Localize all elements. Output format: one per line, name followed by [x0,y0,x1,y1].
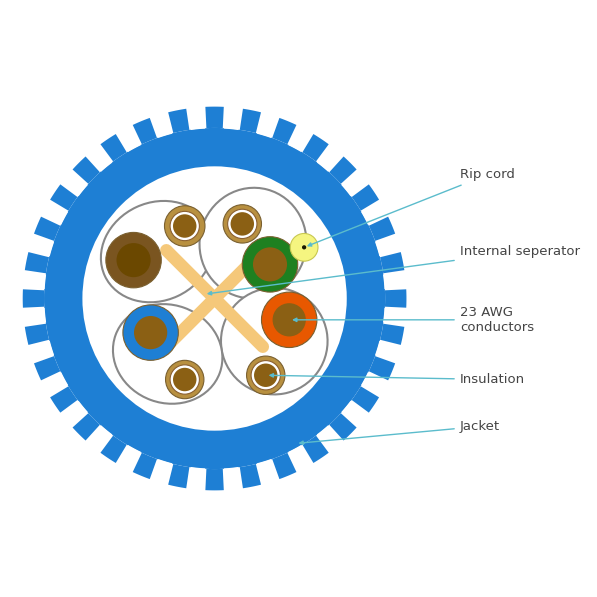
Ellipse shape [113,304,223,404]
Polygon shape [383,308,408,326]
Polygon shape [34,356,60,380]
Polygon shape [224,467,242,492]
Polygon shape [224,105,242,130]
Polygon shape [116,445,141,473]
Polygon shape [40,200,68,225]
Polygon shape [375,341,402,363]
Circle shape [82,167,347,430]
Polygon shape [27,234,54,256]
Polygon shape [380,252,404,273]
Ellipse shape [199,188,306,298]
Polygon shape [25,252,49,273]
Polygon shape [240,109,261,133]
Polygon shape [240,464,261,488]
Text: Jacket: Jacket [300,420,500,444]
Circle shape [165,361,204,399]
Circle shape [223,205,261,243]
Text: Rip cord: Rip cord [308,168,515,246]
Ellipse shape [221,288,328,395]
Text: Internal seperator: Internal seperator [208,245,580,295]
Polygon shape [361,372,389,397]
Polygon shape [272,453,297,479]
Polygon shape [100,134,127,161]
Polygon shape [27,341,54,363]
Polygon shape [341,169,370,196]
Circle shape [173,368,196,391]
Polygon shape [369,356,395,380]
Circle shape [170,365,199,394]
Circle shape [302,245,306,250]
Polygon shape [385,290,407,307]
Polygon shape [85,143,112,172]
Polygon shape [205,107,224,128]
Polygon shape [205,469,224,490]
Circle shape [242,236,298,292]
Polygon shape [341,401,370,428]
Polygon shape [133,118,157,144]
Polygon shape [352,184,379,211]
Polygon shape [317,425,344,454]
Polygon shape [330,413,356,441]
Circle shape [253,247,287,281]
Polygon shape [330,156,356,184]
Polygon shape [369,217,395,241]
Polygon shape [85,425,112,454]
Polygon shape [23,290,44,307]
Text: Insulation: Insulation [270,373,525,386]
Polygon shape [383,271,408,289]
Circle shape [116,243,150,277]
Circle shape [106,232,161,288]
Polygon shape [272,118,297,144]
Circle shape [173,214,196,238]
Polygon shape [25,324,49,345]
Circle shape [290,233,318,261]
Circle shape [165,206,205,247]
Polygon shape [60,169,88,196]
Polygon shape [352,386,379,413]
Polygon shape [187,105,205,130]
Polygon shape [361,200,389,225]
Polygon shape [168,464,189,488]
Circle shape [261,292,317,347]
Ellipse shape [101,201,213,302]
Circle shape [170,211,199,241]
Polygon shape [257,459,279,487]
Circle shape [273,303,306,337]
Polygon shape [380,324,404,345]
Polygon shape [303,134,329,161]
Polygon shape [288,445,313,473]
Polygon shape [303,436,329,463]
Circle shape [254,364,278,387]
Polygon shape [40,372,68,397]
Polygon shape [21,308,46,326]
Polygon shape [288,124,313,152]
Polygon shape [150,459,172,487]
Polygon shape [73,413,100,441]
Polygon shape [73,156,100,184]
Polygon shape [133,453,157,479]
Text: 23 AWG
conductors: 23 AWG conductors [294,306,534,334]
Circle shape [251,361,281,390]
Circle shape [230,212,254,236]
Polygon shape [60,401,88,428]
Circle shape [44,128,385,469]
Circle shape [227,209,257,239]
Polygon shape [375,234,402,256]
Polygon shape [150,110,172,138]
Polygon shape [50,386,78,413]
Circle shape [134,316,167,349]
Polygon shape [116,124,141,152]
Polygon shape [168,109,189,133]
Polygon shape [21,271,46,289]
Polygon shape [50,184,78,211]
Polygon shape [34,217,60,241]
Polygon shape [187,467,205,492]
Polygon shape [317,143,344,172]
Circle shape [247,356,285,395]
Circle shape [123,305,179,361]
Polygon shape [257,110,279,138]
Polygon shape [100,436,127,463]
